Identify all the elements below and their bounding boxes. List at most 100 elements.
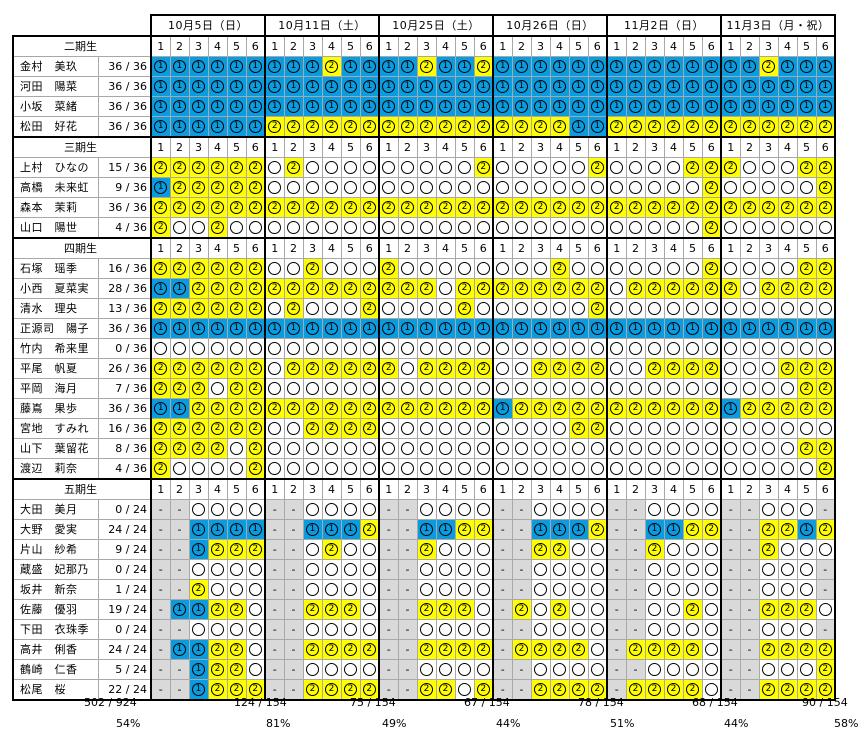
- slot-cell: 1: [226, 318, 247, 339]
- empty-circle-icon: [686, 302, 699, 315]
- slot-cell: 2: [606, 197, 627, 218]
- empty-circle-icon: [686, 342, 699, 355]
- empty-circle-icon: [667, 503, 680, 516]
- slot-cell: [226, 438, 247, 459]
- period-number: 6: [359, 136, 380, 158]
- not-applicable-dash: -: [633, 503, 638, 516]
- slot-cell: [492, 177, 513, 198]
- slot-cell: 2: [663, 398, 684, 419]
- second-mark-icon: 2: [268, 120, 282, 133]
- slot-cell: 1: [226, 56, 247, 77]
- empty-circle-icon: [553, 583, 566, 596]
- student-name: 松尾 桜: [12, 679, 99, 701]
- student-score: 7 / 36: [97, 378, 152, 399]
- empty-circle-icon: [439, 302, 452, 315]
- empty-circle-icon: [648, 603, 661, 616]
- empty-circle-icon: [420, 503, 433, 516]
- slot-cell: [207, 579, 228, 600]
- slot-cell: -: [397, 499, 418, 520]
- empty-circle-icon: [667, 603, 680, 616]
- second-mark-icon: 2: [515, 643, 528, 656]
- not-applicable-dash: -: [728, 623, 733, 636]
- empty-circle-icon: [610, 362, 624, 375]
- slot-cell: 1: [378, 76, 399, 97]
- period-number: 1: [606, 237, 627, 259]
- date-header: 10月25日（土）: [378, 14, 494, 37]
- empty-circle-icon: [420, 342, 433, 355]
- first-mark-icon: 1: [534, 80, 547, 93]
- second-mark-icon: 2: [325, 402, 338, 415]
- slot-cell: 2: [511, 116, 532, 138]
- slot-cell: -: [264, 639, 285, 660]
- slot-cell: [758, 559, 779, 580]
- slot-cell: 2: [359, 398, 380, 419]
- slot-cell: 2: [397, 278, 418, 299]
- slot-cell: [758, 418, 779, 439]
- second-mark-icon: 2: [401, 402, 414, 415]
- first-mark-icon: 1: [610, 322, 624, 335]
- slot-cell: 2: [302, 639, 323, 660]
- slot-cell: 2: [587, 398, 608, 419]
- empty-circle-icon: [590, 181, 604, 194]
- slot-cell: [739, 217, 760, 239]
- group-label: 五期生: [12, 478, 152, 500]
- slot-cell: [739, 157, 760, 178]
- slot-cell: 1: [492, 56, 513, 77]
- slot-cell: 1: [397, 96, 418, 117]
- slot-cell: [682, 258, 703, 279]
- slot-cell: [264, 438, 285, 459]
- second-mark-icon: 2: [667, 643, 680, 656]
- second-mark-icon: 2: [268, 282, 282, 295]
- not-applicable-dash: -: [272, 623, 277, 636]
- second-mark-icon: 2: [800, 442, 813, 455]
- slot-cell: 1: [606, 318, 627, 339]
- slot-cell: [340, 659, 361, 680]
- empty-circle-icon: [362, 442, 376, 455]
- student-score: 9 / 24: [97, 539, 152, 560]
- slot-cell: [739, 458, 760, 480]
- period-number: 2: [739, 35, 760, 57]
- empty-circle-icon: [344, 503, 357, 516]
- slot-cell: [397, 418, 418, 439]
- second-mark-icon: 2: [553, 603, 566, 616]
- period-number: 4: [549, 478, 570, 500]
- slot-cell: 1: [283, 318, 304, 339]
- first-mark-icon: 1: [439, 100, 452, 113]
- slot-cell: 1: [549, 96, 570, 117]
- first-mark-icon: 1: [458, 60, 471, 73]
- slot-cell: 1: [264, 96, 285, 117]
- student-score: 24 / 24: [97, 519, 152, 540]
- empty-circle-icon: [362, 663, 376, 676]
- slot-cell: [758, 358, 779, 379]
- group-header-row: 五期生 1 2 3 4 5 6 1 2 3 4 5 6 1 2 3 4 5 6 1 2 3 4 5 6 1 2 3 4 5 6 1 2 3 4 5 6: [12, 478, 836, 500]
- period-number: 2: [739, 478, 760, 500]
- slot-cell: [815, 599, 836, 620]
- slot-cell: [777, 438, 798, 459]
- slot-cell: [359, 539, 380, 560]
- second-mark-icon: 2: [800, 201, 813, 214]
- student-score: 26 / 36: [97, 358, 152, 379]
- second-mark-icon: 2: [173, 422, 186, 435]
- slot-cell: [606, 418, 627, 439]
- empty-circle-icon: [553, 302, 566, 315]
- period-number: 1: [606, 478, 627, 500]
- slot-cell: [568, 539, 589, 560]
- slot-cell: [530, 217, 551, 239]
- period-number: 4: [777, 237, 798, 259]
- second-mark-icon: 2: [590, 402, 604, 415]
- slot-cell: 1: [226, 76, 247, 97]
- slot-cell: -: [397, 579, 418, 600]
- student-score: 36 / 36: [97, 398, 152, 419]
- slot-cell: [568, 499, 589, 520]
- slot-cell: [302, 338, 323, 359]
- empty-circle-icon: [306, 563, 319, 576]
- slot-cell: 2: [264, 116, 285, 138]
- slot-cell: 2: [511, 599, 532, 620]
- not-applicable-dash: -: [386, 543, 391, 556]
- slot-cell: -: [169, 659, 190, 680]
- student-row: 山口 陽世 4 / 36 2 2 2: [12, 217, 836, 239]
- second-mark-icon: 2: [667, 201, 680, 214]
- slot-cell: 1: [359, 56, 380, 77]
- second-mark-icon: 2: [325, 60, 338, 73]
- slot-cell: [796, 539, 817, 560]
